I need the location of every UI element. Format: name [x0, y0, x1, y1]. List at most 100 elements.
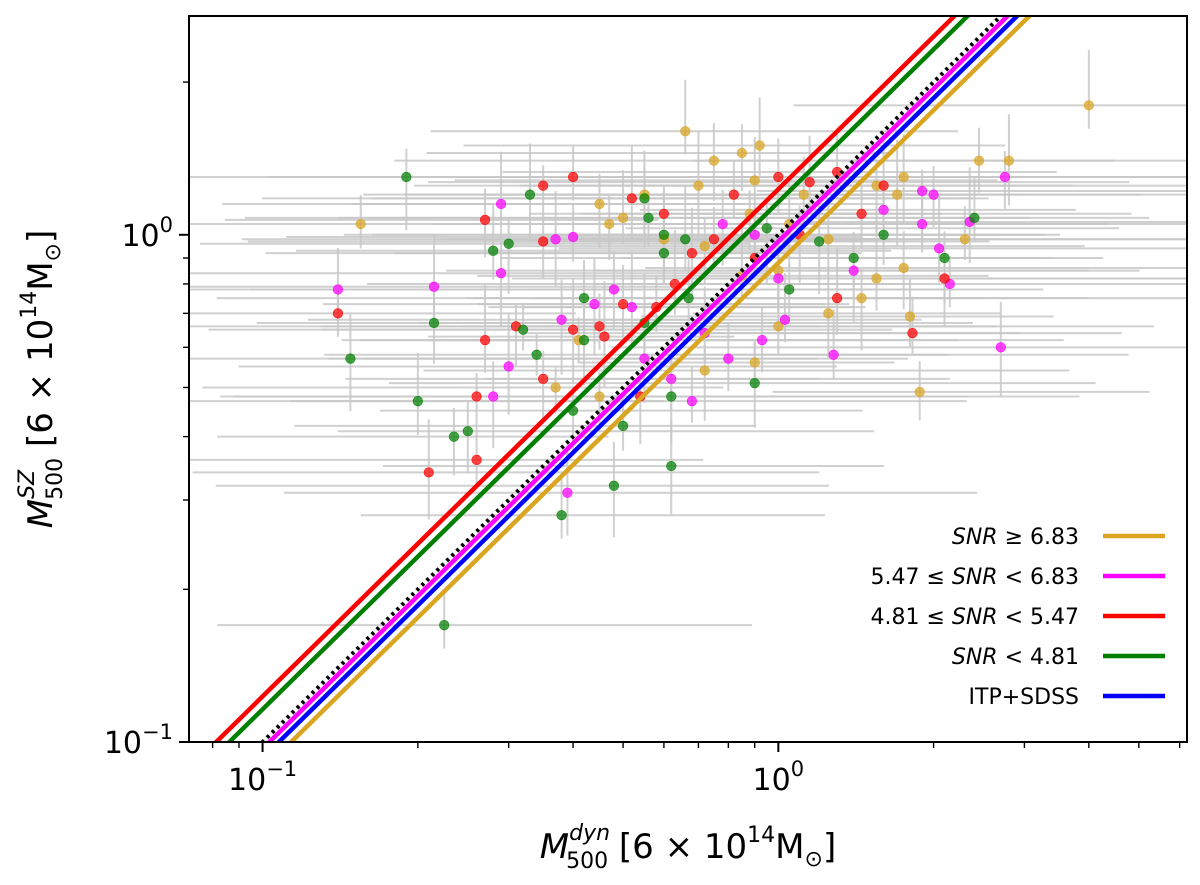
x-tick-label: 100 — [753, 757, 805, 798]
data-point — [779, 314, 791, 325]
data-point — [550, 382, 561, 393]
data-point — [658, 229, 670, 240]
data-point — [626, 302, 637, 313]
x-axis-title-unit-open: [6 × 10 — [608, 827, 747, 867]
data-point — [428, 317, 440, 329]
data-point — [666, 391, 677, 402]
fit-lines — [213, 16, 1033, 742]
data-point — [848, 265, 859, 276]
data-point — [423, 467, 434, 478]
data-point — [773, 171, 784, 183]
data-point — [599, 331, 610, 342]
data-point — [594, 198, 605, 210]
identity-line — [259, 16, 1004, 742]
legend-label: 5.47 ≤ SNR < 6.83 — [870, 565, 1079, 590]
data-point — [488, 245, 499, 256]
data-point — [578, 293, 590, 304]
y-axis-title-unit-exp: 14 — [17, 291, 42, 319]
data-point — [939, 273, 950, 284]
data-point — [562, 487, 573, 498]
fit-line — [266, 16, 1011, 742]
x-axis-title-unit-sub: ⊙ — [805, 847, 823, 872]
data-point — [959, 234, 970, 245]
data-point — [518, 324, 529, 335]
data-point — [823, 234, 834, 245]
data-point — [495, 198, 507, 210]
data-point — [723, 353, 734, 364]
data-point — [831, 293, 843, 304]
x-axis-title-unit-end: ] — [823, 827, 836, 867]
data-point — [898, 262, 909, 274]
data-point — [332, 308, 344, 319]
data-point — [1083, 100, 1094, 111]
data-point — [828, 349, 839, 360]
data-point — [594, 391, 605, 402]
data-point — [479, 214, 491, 225]
data-point — [567, 231, 579, 243]
data-point — [401, 171, 412, 183]
data-point — [503, 238, 514, 249]
data-point — [686, 248, 698, 259]
y-axis-title-sup: SZ — [15, 469, 40, 499]
data-point — [699, 240, 710, 252]
data-point — [556, 510, 567, 521]
data-point — [708, 234, 719, 245]
legend-label: 4.81 ≤ SNR < 5.47 — [870, 605, 1079, 630]
data-point — [823, 308, 834, 319]
fit-line — [213, 16, 958, 742]
data-point — [332, 284, 344, 295]
data-point — [761, 223, 772, 234]
data-point — [907, 327, 918, 339]
data-point — [773, 321, 784, 332]
y-axis-title-unit-sub: ⊙ — [41, 243, 66, 261]
data-point — [973, 155, 985, 166]
legend-label: ITP+SDSS — [969, 685, 1079, 710]
data-point — [643, 212, 654, 223]
data-point — [856, 293, 867, 304]
data-point — [699, 365, 710, 376]
data-point — [658, 248, 670, 259]
data-point — [804, 177, 815, 188]
data-point — [969, 212, 980, 223]
fit-line — [226, 16, 971, 742]
data-point — [567, 324, 579, 335]
data-point — [471, 454, 482, 465]
tick-labels: 10−1 100 10−1 100 — [104, 213, 804, 798]
data-point — [617, 420, 629, 431]
x-axis-title-base: M — [540, 827, 569, 867]
data-point — [736, 147, 748, 159]
data-point — [680, 126, 691, 137]
data-point — [658, 208, 670, 219]
data-point — [639, 353, 650, 364]
data-point — [538, 180, 549, 191]
data-point — [871, 273, 882, 284]
x-axis-title-unit-exp: 14 — [747, 823, 775, 848]
data-point — [345, 353, 356, 364]
x-tick-label: 10−1 — [228, 757, 297, 798]
data-point — [639, 193, 650, 204]
data-points — [332, 100, 1094, 631]
data-point — [728, 189, 739, 200]
data-point — [916, 218, 928, 230]
data-point — [503, 361, 514, 372]
legend-label: SNR < 4.81 — [952, 645, 1079, 670]
y-axis-title-unit-m: M — [21, 261, 61, 290]
data-point — [495, 268, 507, 279]
data-point — [355, 218, 366, 230]
data-point — [686, 396, 698, 407]
data-point — [538, 373, 549, 384]
data-point — [471, 391, 482, 402]
data-point — [798, 189, 809, 200]
data-point — [412, 396, 423, 407]
data-point — [1003, 155, 1015, 166]
data-point — [749, 357, 760, 368]
data-point — [934, 243, 945, 254]
data-point — [608, 284, 620, 295]
data-point — [756, 334, 768, 346]
data-point — [531, 349, 542, 360]
data-point — [999, 171, 1011, 183]
y-tick-label: 100 — [121, 213, 173, 254]
data-point — [784, 284, 795, 295]
data-point — [939, 252, 950, 264]
